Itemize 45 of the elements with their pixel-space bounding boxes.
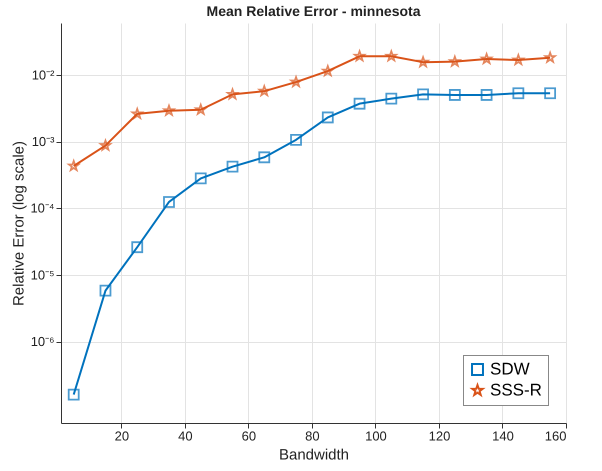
- point: [290, 134, 302, 146]
- point: [290, 76, 302, 88]
- point: [163, 104, 175, 116]
- point: [131, 241, 144, 254]
- point: [448, 89, 461, 101]
- x-tick-label: 40: [178, 428, 193, 444]
- point: [258, 85, 270, 96]
- x-tick-label: 20: [114, 428, 130, 444]
- point: [258, 151, 270, 164]
- point: [322, 65, 334, 76]
- point: [195, 104, 206, 115]
- y-tick-label: 10⁻²: [32, 67, 56, 82]
- point: [354, 98, 366, 110]
- x-tick-label: 140: [492, 428, 514, 444]
- chart-title: Mean Relative Error - minnesota: [206, 3, 421, 19]
- point: [226, 160, 238, 173]
- x-tick-label: 100: [365, 428, 387, 444]
- legend-label: SSS-R: [490, 380, 542, 400]
- point: [194, 172, 207, 184]
- point: [354, 50, 366, 62]
- point: [417, 88, 429, 100]
- point: [385, 92, 398, 105]
- y-tick-label: 10⁻⁵: [30, 267, 54, 282]
- x-tick-label: 60: [242, 428, 256, 444]
- point: [544, 87, 556, 100]
- x-axis-title: Bandwidth: [278, 446, 350, 464]
- y-tick-label: 10⁻⁶: [30, 334, 54, 350]
- point: [100, 284, 112, 297]
- y-tick-label: 10⁻³: [32, 134, 56, 150]
- point: [322, 112, 334, 124]
- x-tick-label: 80: [305, 428, 320, 444]
- point: [512, 87, 524, 100]
- x-tick-label: 160: [544, 428, 566, 444]
- point: [544, 52, 556, 63]
- legend-label: SDW: [490, 360, 530, 378]
- point: [417, 56, 429, 68]
- point: [480, 89, 492, 101]
- point: [226, 88, 238, 100]
- point: [100, 140, 112, 151]
- point: [132, 108, 143, 119]
- y-axis-title: Relative Error (log scale): [10, 140, 28, 306]
- x-tick-label: 120: [428, 428, 450, 444]
- point: [68, 388, 80, 400]
- point: [163, 196, 175, 208]
- y-tick-label: 10⁻⁴: [30, 200, 54, 216]
